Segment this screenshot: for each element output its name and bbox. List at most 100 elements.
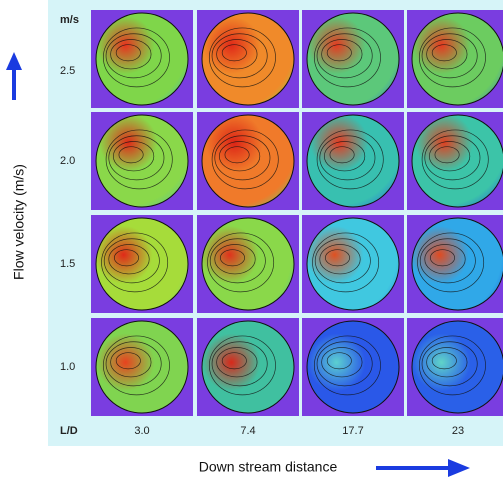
contour-line: [313, 27, 381, 88]
contour-cell: [302, 318, 404, 416]
contour-line: [105, 33, 162, 79]
contour-line: [424, 135, 481, 181]
contour-line: [211, 129, 279, 190]
contour-line: [211, 33, 268, 79]
contour-line: [113, 249, 139, 267]
contour-line: [319, 244, 361, 275]
unit-label: m/s: [60, 14, 79, 26]
contour-line: [421, 129, 489, 190]
contour-cell: [197, 112, 299, 210]
up-arrow: [6, 52, 22, 100]
contour-line: [219, 249, 245, 267]
contour-line: [421, 341, 478, 387]
contour-line: [105, 341, 162, 387]
contour-disk: [306, 12, 400, 106]
contour-line: [321, 347, 363, 378]
contour-line: [429, 141, 471, 172]
contour-line: [214, 244, 256, 275]
contour-line: [418, 27, 486, 88]
contour-line: [316, 129, 384, 190]
contour-line: [102, 335, 170, 396]
row-label: 1.0: [60, 361, 75, 373]
column-header: L/D: [60, 425, 78, 437]
column-label: 3.0: [134, 425, 149, 437]
row-label: 2.0: [60, 155, 75, 167]
contour-line: [319, 135, 376, 181]
contour-disk: [95, 12, 189, 106]
contour-cell: [407, 10, 503, 108]
contour-line: [321, 39, 363, 70]
row-label: 2.5: [60, 65, 75, 77]
contour-line: [110, 39, 152, 70]
contour-disk: [411, 12, 503, 106]
contour-line: [221, 44, 247, 62]
contour-line: [208, 335, 276, 396]
contour-line: [209, 238, 266, 284]
contour-line: [224, 146, 250, 164]
contour-line: [115, 44, 141, 62]
contour-cell: [197, 215, 299, 313]
contour-line: [426, 347, 468, 378]
contour-line: [221, 352, 247, 370]
contour-line: [324, 141, 366, 172]
contour-line: [316, 341, 373, 387]
y-title: Flow velocity (m/s): [11, 164, 27, 280]
contour-line: [431, 44, 457, 62]
contour-line: [434, 146, 460, 164]
contour-disk: [306, 114, 400, 208]
column-label: 7.4: [240, 425, 255, 437]
contour-line: [113, 141, 155, 172]
contour-line: [105, 129, 173, 190]
contour-disk: [201, 12, 295, 106]
contour-line: [312, 232, 380, 293]
contour-line: [424, 244, 466, 275]
contour-line: [326, 44, 352, 62]
contour-cell: [302, 215, 404, 313]
contour-cell: [407, 318, 503, 416]
contour-line: [326, 352, 352, 370]
contour-line: [329, 146, 355, 164]
contour-disk: [201, 114, 295, 208]
contour-disk: [411, 114, 503, 208]
contour-cell: [91, 215, 193, 313]
contour-cell: [197, 318, 299, 416]
contour-disk: [95, 114, 189, 208]
contour-line: [118, 146, 144, 164]
contour-line: [314, 238, 371, 284]
contour-line: [207, 232, 275, 293]
contour-line: [419, 238, 476, 284]
contour-cell: [91, 112, 193, 210]
column-label: 17.7: [342, 425, 363, 437]
contour-cell: [91, 10, 193, 108]
contour-line: [108, 135, 165, 181]
contour-cell: [407, 215, 503, 313]
contour-disk: [411, 320, 503, 414]
contour-line: [115, 352, 141, 370]
contour-cell: [407, 112, 503, 210]
contour-cell: [302, 10, 404, 108]
contour-line: [101, 232, 169, 293]
contour-cell: [302, 112, 404, 210]
contour-line: [417, 232, 485, 293]
column-label: 23: [452, 425, 464, 437]
contour-line: [431, 352, 457, 370]
contour-line: [429, 249, 455, 267]
row-label: 1.5: [60, 258, 75, 270]
contour-disk: [306, 320, 400, 414]
contour-line: [418, 335, 486, 396]
contour-line: [324, 249, 350, 267]
contour-line: [102, 27, 170, 88]
contour-line: [103, 238, 160, 284]
contour-line: [216, 39, 258, 70]
contour-line: [211, 341, 268, 387]
contour-line: [110, 347, 152, 378]
contour-line: [108, 244, 150, 275]
contour-cell: [91, 318, 193, 416]
contour-line: [316, 33, 373, 79]
x-title: Down stream distance: [199, 459, 338, 475]
right-arrow: [376, 459, 470, 477]
contour-line: [313, 335, 381, 396]
contour-line: [421, 33, 478, 79]
contour-disk: [201, 320, 295, 414]
contour-line: [208, 27, 276, 88]
